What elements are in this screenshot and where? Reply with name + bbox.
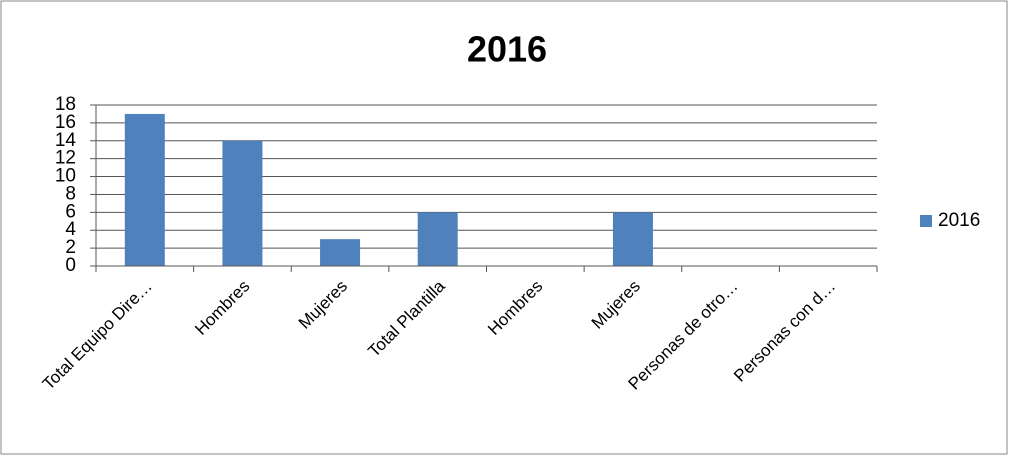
y-tick-label: 6	[65, 201, 76, 222]
legend-label: 2016	[938, 210, 980, 231]
y-tick-label: 2	[65, 237, 76, 258]
bar	[612, 212, 653, 266]
chart-title: 2016	[467, 29, 547, 70]
y-tick-label: 0	[65, 255, 76, 276]
bar	[222, 140, 263, 266]
y-tick-label: 16	[55, 112, 76, 133]
y-tick-label: 12	[55, 148, 76, 169]
y-tick-label: 8	[65, 183, 76, 204]
bar	[320, 239, 361, 266]
y-tick-label: 4	[65, 219, 76, 240]
y-tick-label: 18	[55, 94, 76, 115]
y-tick-label: 10	[55, 166, 76, 187]
y-tick-label: 14	[55, 130, 77, 151]
legend-swatch	[920, 215, 932, 227]
bar	[417, 212, 458, 266]
bar	[124, 113, 165, 266]
